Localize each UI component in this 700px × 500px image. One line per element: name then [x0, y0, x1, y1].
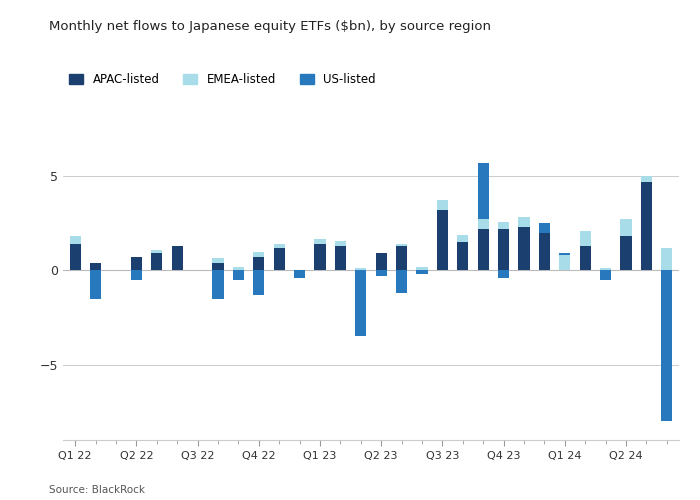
Bar	[253, 257, 265, 270]
Bar	[457, 236, 468, 242]
Bar	[131, 270, 142, 280]
Bar	[314, 244, 326, 270]
Bar	[335, 246, 346, 270]
Bar	[212, 270, 223, 298]
Bar	[212, 262, 223, 270]
Bar	[69, 236, 80, 244]
Bar	[151, 254, 162, 270]
Bar	[580, 230, 591, 246]
Text: Monthly net flows to Japanese equity ETFs ($bn), by source region: Monthly net flows to Japanese equity ETF…	[49, 20, 491, 33]
Bar	[498, 270, 509, 278]
Bar	[233, 266, 244, 270]
Bar	[640, 176, 652, 182]
Bar	[539, 223, 550, 232]
Bar	[396, 270, 407, 293]
Bar	[437, 210, 448, 270]
Bar	[437, 200, 448, 210]
Bar	[253, 270, 265, 295]
Bar	[477, 220, 489, 229]
Bar	[90, 270, 101, 298]
Bar	[274, 244, 285, 248]
Bar	[477, 163, 489, 220]
Bar	[90, 262, 101, 270]
Bar	[559, 255, 570, 270]
Bar	[559, 254, 570, 255]
Bar	[600, 270, 611, 280]
Bar	[376, 254, 387, 270]
Bar	[519, 227, 530, 270]
Bar	[416, 266, 428, 270]
Bar	[519, 216, 530, 227]
Bar	[69, 244, 80, 270]
Bar	[396, 246, 407, 270]
Bar	[172, 246, 183, 270]
Bar	[131, 257, 142, 270]
Bar	[477, 229, 489, 270]
Bar	[253, 252, 265, 257]
Bar	[396, 244, 407, 246]
Bar	[376, 270, 387, 276]
Bar	[212, 258, 223, 262]
Bar	[151, 250, 162, 254]
Bar	[355, 268, 366, 270]
Legend: APAC-listed, EMEA-listed, US-listed: APAC-listed, EMEA-listed, US-listed	[69, 73, 376, 86]
Bar	[539, 232, 550, 270]
Bar	[640, 182, 652, 270]
Bar	[274, 248, 285, 270]
Bar	[600, 268, 611, 270]
Bar	[233, 270, 244, 280]
Bar	[620, 220, 631, 236]
Bar	[498, 229, 509, 270]
Bar	[457, 242, 468, 270]
Bar	[498, 222, 509, 229]
Bar	[580, 246, 591, 270]
Bar	[620, 236, 631, 270]
Bar	[662, 270, 673, 421]
Bar	[335, 241, 346, 246]
Bar	[355, 270, 366, 336]
Bar	[662, 248, 673, 270]
Bar	[314, 239, 326, 244]
Text: Source: BlackRock: Source: BlackRock	[49, 485, 145, 495]
Bar	[294, 270, 305, 278]
Bar	[416, 270, 428, 274]
